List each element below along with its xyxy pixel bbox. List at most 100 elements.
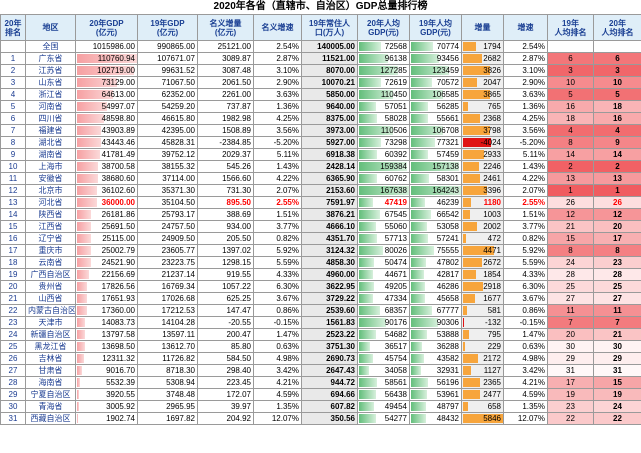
rank-cell: 2 — [0, 64, 26, 77]
gdp19-cell: 99631.52 — [137, 64, 198, 77]
rank20-cell: 11 — [593, 304, 641, 317]
growth-cell: 5.11% — [253, 148, 302, 161]
increment-cell: 388.69 — [197, 208, 254, 221]
table-row: 1 广东省 110760.94 107671.07 3089.87 2.87% 11521.… — [0, 52, 641, 65]
rank20-cell: 15 — [593, 376, 641, 389]
pc-gdp19-bar — [411, 270, 425, 279]
pc-gdp20-cell: 58028 — [357, 112, 410, 125]
rank-cell: 27 — [0, 364, 26, 377]
pc-gdp20-cell: 34058 — [357, 364, 410, 377]
rank-cell: 21 — [0, 292, 26, 305]
pc-gdp19-bar — [411, 318, 439, 327]
pc-gdp19-bar — [411, 198, 426, 207]
pc-growth-cell: -5.20% — [503, 136, 548, 149]
rank19-cell: 15 — [547, 232, 594, 245]
pc-gdp20-cell: 159384 — [357, 160, 410, 173]
pc-growth-cell: 4.33% — [503, 268, 548, 281]
pc-gdp19-bar — [411, 210, 432, 219]
gdp20-cell: 12311.32 — [75, 352, 138, 365]
increment-cell: 731.30 — [197, 184, 254, 197]
column-header-line1: 名义增速 — [261, 23, 294, 32]
table-row: 8 湖北省 43443.46 45828.31 -2384.85 -5.20% 5927.0… — [0, 136, 641, 149]
table-row: 30 青海省 3005.92 2965.95 39.97 1.35% 607.82 49454… — [0, 400, 641, 413]
pc-gdp20-bar — [359, 414, 376, 423]
rank20-cell: 16 — [593, 112, 641, 125]
pc-increment-cell: 658 — [461, 400, 504, 413]
pc-gdp19-cell: 70774 — [409, 40, 462, 53]
gdp20-cell: 17651.93 — [75, 292, 138, 305]
pc-increment-cell: 2047 — [461, 76, 504, 89]
gdp20-cell: 48598.80 — [75, 112, 138, 125]
pc-growth-cell: 0.63% — [503, 340, 548, 353]
column-header-12: 20年 人均排名 — [593, 14, 641, 41]
table-row: 3 山东省 73129.00 71067.50 2061.50 2.90% 10070.21… — [0, 76, 641, 89]
column-header-10: 增速 — [503, 14, 548, 41]
pc-gdp19-cell: 123459 — [409, 64, 462, 77]
pc-gdp19-cell: 70572 — [409, 76, 462, 89]
rank20-cell: 21 — [593, 328, 641, 341]
population-cell: 2428.14 — [301, 160, 358, 173]
pc-gdp19-bar — [411, 174, 429, 183]
pc-gdp20-bar — [359, 126, 393, 135]
region-cell: 辽宁省 — [25, 232, 76, 245]
gdp19-cell: 2965.95 — [137, 400, 198, 413]
population-cell: 10070.21 — [301, 76, 358, 89]
table-row: 12 北京市 36102.60 35371.30 731.30 2.07% 2153.60 1… — [0, 184, 641, 197]
pc-increment-bar — [463, 414, 503, 423]
gdp20-bar — [77, 210, 92, 219]
increment-cell: 1982.98 — [197, 112, 254, 125]
region-cell: 山东省 — [25, 76, 76, 89]
population-cell: 4858.30 — [301, 256, 358, 269]
gdp20-cell: 64613.00 — [75, 88, 138, 101]
pc-gdp20-bar — [359, 54, 389, 63]
growth-cell: 0.86% — [253, 304, 302, 317]
pc-gdp20-cell: 55060 — [357, 220, 410, 233]
gdp20-cell: 73129.00 — [75, 76, 138, 89]
rank-cell: 12 — [0, 184, 26, 197]
pc-increment-bar — [463, 138, 492, 147]
gdp20-bar — [77, 402, 79, 411]
column-header-3: 19年GDP (亿元) — [137, 14, 198, 41]
region-cell: 青海省 — [25, 400, 76, 413]
table-row: 5 河南省 54997.07 54259.20 737.87 1.36% 9640.00 57… — [0, 100, 641, 113]
gdp20-cell: 1015986.00 — [75, 40, 138, 53]
gdp20-bar — [77, 282, 87, 291]
column-header-line1: 20年GDP — [89, 18, 124, 28]
pc-gdp20-bar — [359, 186, 409, 195]
increment-cell: -20.55 — [197, 316, 254, 329]
pc-gdp19-cell: 93456 — [409, 52, 462, 65]
rank-cell: 16 — [0, 232, 26, 245]
increment-cell: 2029.37 — [197, 148, 254, 161]
rank19-cell: 24 — [547, 256, 594, 269]
pc-increment-cell: 1854 — [461, 268, 504, 281]
rank19-cell: 27 — [547, 292, 594, 305]
region-cell: 湖北省 — [25, 136, 76, 149]
pc-gdp20-bar — [359, 174, 378, 183]
gdp19-cell: 45828.31 — [137, 136, 198, 149]
region-cell: 甘肃省 — [25, 364, 76, 377]
pc-growth-cell: 3.56% — [503, 124, 548, 137]
gdp19-cell: 71067.50 — [137, 76, 198, 89]
pc-growth-cell: 2.90% — [503, 76, 548, 89]
region-cell: 河北省 — [25, 196, 76, 209]
pc-increment-bar — [463, 114, 480, 123]
pc-increment-cell: 2477 — [461, 388, 504, 401]
population-cell: 694.66 — [301, 388, 358, 401]
population-cell: 11521.00 — [301, 52, 358, 65]
growth-cell: 12.07% — [253, 412, 302, 425]
pc-growth-cell: 4.21% — [503, 376, 548, 389]
rank20-cell: 23 — [593, 256, 641, 269]
gdp20-cell: 38700.58 — [75, 160, 138, 173]
pc-gdp20-bar — [359, 222, 376, 231]
pc-gdp20-bar — [359, 234, 377, 243]
population-cell: 6365.90 — [301, 172, 358, 185]
region-cell: 贵州省 — [25, 280, 76, 293]
pc-increment-bar — [463, 402, 468, 411]
pc-gdp20-bar — [359, 258, 375, 267]
rank-cell: 10 — [0, 160, 26, 173]
gdp20-bar — [77, 366, 82, 375]
table-row: 25 黑龙江省 13698.50 13612.70 85.80 0.63% 3751.30 3… — [0, 340, 641, 353]
region-cell: 陕西省 — [25, 208, 76, 221]
population-cell: 2153.60 — [301, 184, 358, 197]
gdp19-cell: 23223.75 — [137, 256, 198, 269]
